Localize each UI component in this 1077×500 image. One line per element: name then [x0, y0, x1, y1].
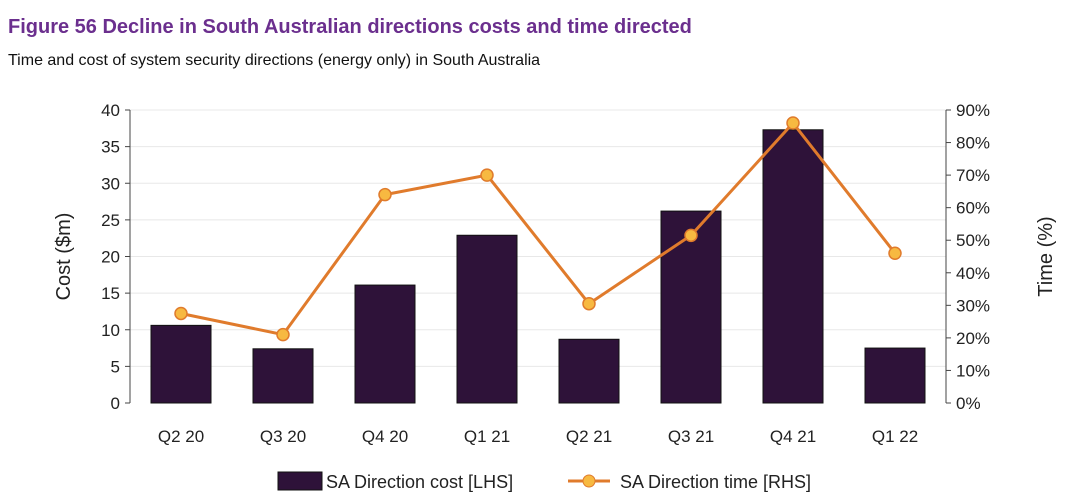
- x-tick-label: Q3 21: [668, 427, 714, 446]
- y2-tick-label: 0%: [956, 394, 981, 413]
- y2-tick-label: 90%: [956, 101, 990, 120]
- legend-label: SA Direction time [RHS]: [620, 472, 811, 492]
- y2-tick-label: 50%: [956, 231, 990, 250]
- bar: [456, 234, 518, 404]
- line-point: [276, 327, 290, 342]
- x-tick-label: Q2 20: [158, 427, 204, 446]
- legend-swatch-marker: [582, 474, 596, 488]
- bar: [864, 347, 926, 404]
- y-tick-label: 25: [101, 211, 120, 230]
- y-tick-label: 20: [101, 248, 120, 267]
- y2-tick-label: 30%: [956, 296, 990, 315]
- y-tick-label: 5: [111, 357, 120, 376]
- series-line: [180, 120, 897, 337]
- bar: [762, 129, 824, 404]
- bar: [252, 348, 314, 404]
- x-tick-label: Q4 21: [770, 427, 816, 446]
- y-tick-label: 0: [111, 394, 120, 413]
- y2-tick-label: 40%: [956, 264, 990, 283]
- y-axis-label: Cost ($m): [53, 213, 75, 301]
- bar: [354, 284, 416, 404]
- y-tick-label: 15: [101, 284, 120, 303]
- bar: [660, 210, 722, 404]
- y-tick-label: 40: [101, 101, 120, 120]
- line-point: [378, 187, 392, 202]
- y2-tick-label: 20%: [956, 329, 990, 348]
- legend-swatch-bar: [277, 471, 323, 491]
- x-tick-label: Q3 20: [260, 427, 306, 446]
- line-point: [888, 246, 902, 260]
- y2-tick-label: 10%: [956, 361, 990, 380]
- line-point: [684, 228, 698, 243]
- y-tick-label: 35: [101, 138, 120, 157]
- y-tick-label: 30: [101, 174, 120, 193]
- x-tick-label: Q1 22: [872, 427, 918, 446]
- y-tick-label: 10: [101, 321, 120, 340]
- figure-title: Figure 56 Decline in South Australian di…: [8, 16, 692, 38]
- x-tick-label: Q2 21: [566, 427, 612, 446]
- line-point: [582, 296, 596, 311]
- y2-tick-label: 70%: [956, 166, 990, 185]
- legend-label: SA Direction cost [LHS]: [326, 472, 513, 492]
- bar: [558, 338, 620, 404]
- y2-tick-label: 60%: [956, 199, 990, 218]
- line-point: [480, 168, 494, 182]
- line-point: [786, 116, 800, 130]
- bar: [150, 324, 212, 404]
- x-tick-label: Q4 20: [362, 427, 408, 446]
- figure-subtitle: Time and cost of system security directi…: [8, 52, 541, 69]
- y2-axis-label: Time (%): [1035, 216, 1057, 296]
- x-tick-label: Q1 21: [464, 427, 510, 446]
- line-point: [174, 306, 188, 321]
- y2-tick-label: 80%: [956, 134, 990, 153]
